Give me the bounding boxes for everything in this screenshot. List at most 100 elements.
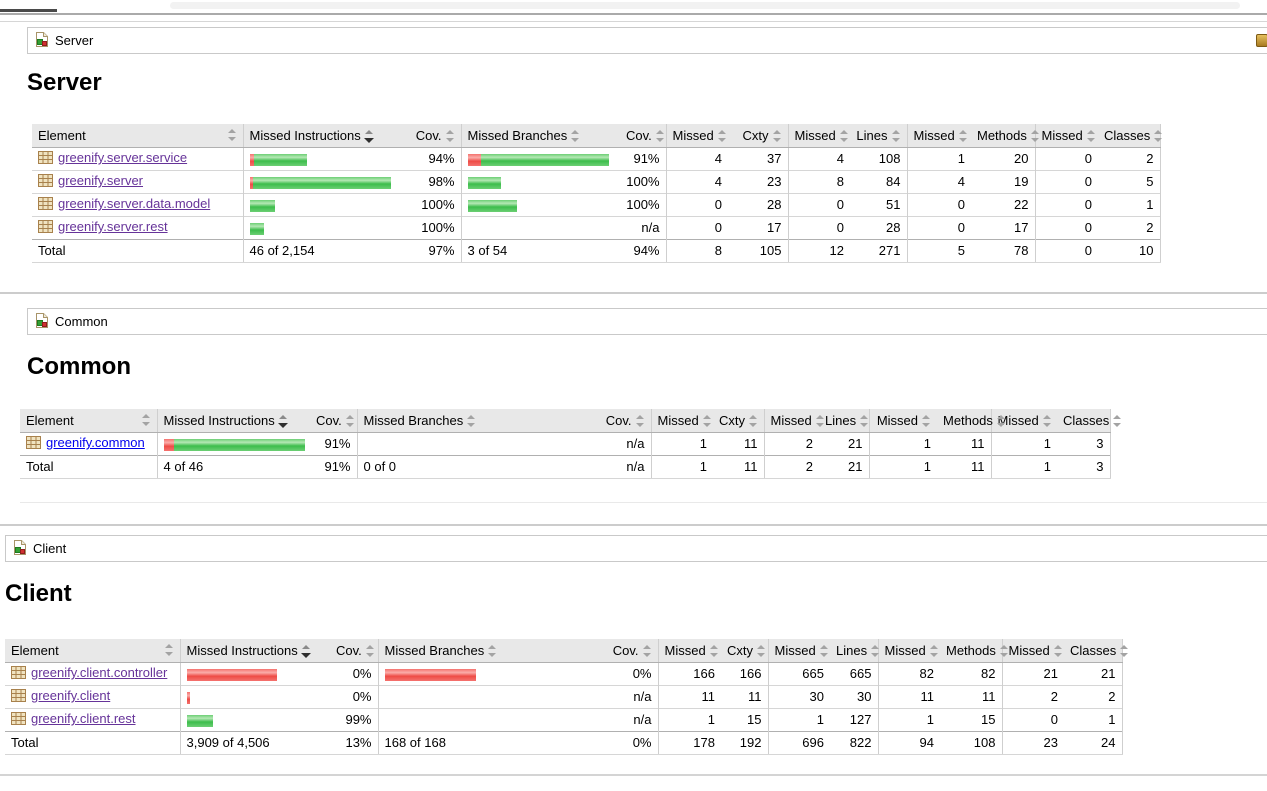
instruction-coverage-cell: 0%: [330, 684, 378, 708]
column-header-missed-9[interactable]: Missed: [868, 409, 937, 433]
column-header-cov[interactable]: Cov.: [587, 409, 651, 433]
column-header-element[interactable]: Element: [20, 409, 157, 433]
column-header-missed-11[interactable]: Missed: [990, 409, 1057, 433]
missed-branches-cell: [356, 432, 587, 455]
report-icon: [34, 31, 50, 50]
column-header-missed-7[interactable]: Missed: [763, 409, 824, 433]
total-metric-cell: 192: [721, 730, 768, 755]
metric-cell: 1: [877, 707, 940, 731]
package-link[interactable]: greenify.client.controller: [31, 665, 168, 680]
total-branch-coverage-cell: n/a: [587, 454, 651, 479]
column-header-cov[interactable]: Cov.: [330, 639, 378, 663]
total-metric-cell: 822: [830, 730, 878, 755]
branch-coverage-cell: 0%: [632, 666, 652, 681]
metric-cell: 665: [767, 662, 830, 685]
column-header-missed-9[interactable]: Missed: [906, 124, 971, 148]
breadcrumb-client: Client: [5, 535, 1267, 562]
element-cell: greenify.server: [32, 169, 243, 193]
package-icon: [11, 712, 26, 728]
total-metric-cell: 271: [850, 238, 907, 263]
column-header-methods-10[interactable]: Methods: [940, 639, 1008, 663]
total-label-cell: Total: [5, 730, 180, 755]
column-header-missed-branches[interactable]: Missed Branches: [356, 409, 587, 433]
metric-cell: 4: [665, 147, 728, 170]
column-header-missed-instructions[interactable]: Missed Instructions: [179, 639, 330, 663]
column-header-methods-10[interactable]: Methods: [971, 124, 1039, 148]
column-header-cxty-6[interactable]: Cxty: [721, 639, 768, 663]
sessions-icon[interactable]: [1256, 34, 1267, 47]
coverage-bar: [249, 153, 307, 166]
total-metric-cell: 21: [819, 454, 869, 479]
sort-icon: [467, 414, 476, 427]
column-header-lines-8[interactable]: Lines: [819, 409, 869, 433]
total-metric-cell: 11: [937, 454, 991, 479]
metric-cell: 108: [878, 151, 901, 166]
column-header-missed-7[interactable]: Missed: [787, 124, 850, 148]
total-branches-cell: 168 of 168: [377, 730, 538, 755]
total-metric-cell: 10: [1098, 238, 1161, 263]
metric-cell: 28: [850, 215, 907, 239]
total-metric-cell: 1: [990, 454, 1057, 479]
column-header-cov[interactable]: Cov.: [310, 409, 357, 433]
column-header-missed-9[interactable]: Missed: [877, 639, 940, 663]
total-metric-cell: 24: [1064, 730, 1123, 755]
column-header-classes-12[interactable]: Classes: [1098, 124, 1163, 148]
column-header-lines-8[interactable]: Lines: [850, 124, 907, 148]
column-header-missed-instructions[interactable]: Missed Instructions: [156, 409, 310, 433]
coverage-bar: [249, 222, 264, 235]
coverage-bar: [249, 199, 275, 212]
missed-branches-cell: [460, 192, 620, 216]
total-row: Total 46 of 2,154 97% 3 of 54 94% 8 105 12 271 5 7…: [32, 238, 1161, 263]
column-header-missed-5[interactable]: Missed: [657, 639, 721, 663]
column-header-missed-instructions[interactable]: Missed Instructions: [242, 124, 405, 148]
column-header-element[interactable]: Element: [32, 124, 243, 148]
column-header-missed-5[interactable]: Missed: [650, 409, 713, 433]
package-link[interactable]: greenify.common: [46, 435, 145, 450]
column-header-missed-5[interactable]: Missed: [665, 124, 728, 148]
metric-cell: 2: [1098, 147, 1161, 170]
column-header-missed-branches[interactable]: Missed Branches: [377, 639, 538, 663]
sort-icon: [488, 644, 497, 657]
column-header-missed-11[interactable]: Missed: [1034, 124, 1098, 148]
metric-cell: 1: [868, 432, 937, 455]
column-header-cov[interactable]: Cov.: [405, 124, 461, 148]
package-link[interactable]: greenify.client.rest: [31, 711, 136, 726]
package-link[interactable]: greenify.server: [58, 173, 144, 188]
element-cell: greenify.client: [5, 684, 180, 708]
column-header-classes-12[interactable]: Classes: [1057, 409, 1122, 433]
sort-icon: [345, 414, 355, 427]
instruction-coverage-cell: 100%: [405, 215, 461, 239]
column-header-cxty-6[interactable]: Cxty: [728, 124, 788, 148]
branch-coverage-cell: n/a: [620, 215, 666, 239]
metric-cell: 1: [1064, 707, 1123, 731]
column-header-cov[interactable]: Cov.: [538, 639, 658, 663]
column-header-lines-8[interactable]: Lines: [830, 639, 880, 663]
column-header-missed-11[interactable]: Missed: [1001, 639, 1064, 663]
sort-icon: [141, 414, 151, 427]
column-header-missed-7[interactable]: Missed: [767, 639, 830, 663]
column-header-missed-branches[interactable]: Missed Branches: [460, 124, 620, 148]
sort-icon: [749, 414, 758, 427]
column-header-cov[interactable]: Cov.: [620, 124, 666, 148]
sort-icon: [839, 129, 849, 142]
missed-instructions-cell: [242, 147, 405, 170]
element-cell: greenify.common: [20, 432, 157, 455]
total-branch-coverage-cell: 0%: [538, 730, 658, 755]
metric-cell: 127: [830, 707, 878, 731]
column-header-element[interactable]: Element: [5, 639, 180, 663]
column-header-cxty-6[interactable]: Cxty: [713, 409, 764, 433]
package-link[interactable]: greenify.server.rest: [58, 219, 168, 234]
sort-icon: [445, 129, 455, 142]
package-link[interactable]: greenify.client: [31, 688, 111, 703]
column-header-classes-12[interactable]: Classes: [1064, 639, 1129, 663]
table-row: greenify.server 98% 100% 4 23 8 84 4 19 0 5: [32, 169, 1161, 193]
horizontal-rule-top-light: [0, 21, 1267, 22]
metric-cell: 0: [1001, 707, 1064, 731]
sort-icon: [999, 644, 1009, 657]
column-header-methods-10[interactable]: Methods: [937, 409, 1005, 433]
sort-icon: [815, 414, 825, 427]
total-branches-cell: 3 of 54: [460, 238, 620, 263]
scrollbar-thumb[interactable]: [170, 2, 1240, 9]
package-link[interactable]: greenify.server.data.model: [58, 196, 211, 211]
package-link[interactable]: greenify.server.service: [58, 150, 188, 165]
